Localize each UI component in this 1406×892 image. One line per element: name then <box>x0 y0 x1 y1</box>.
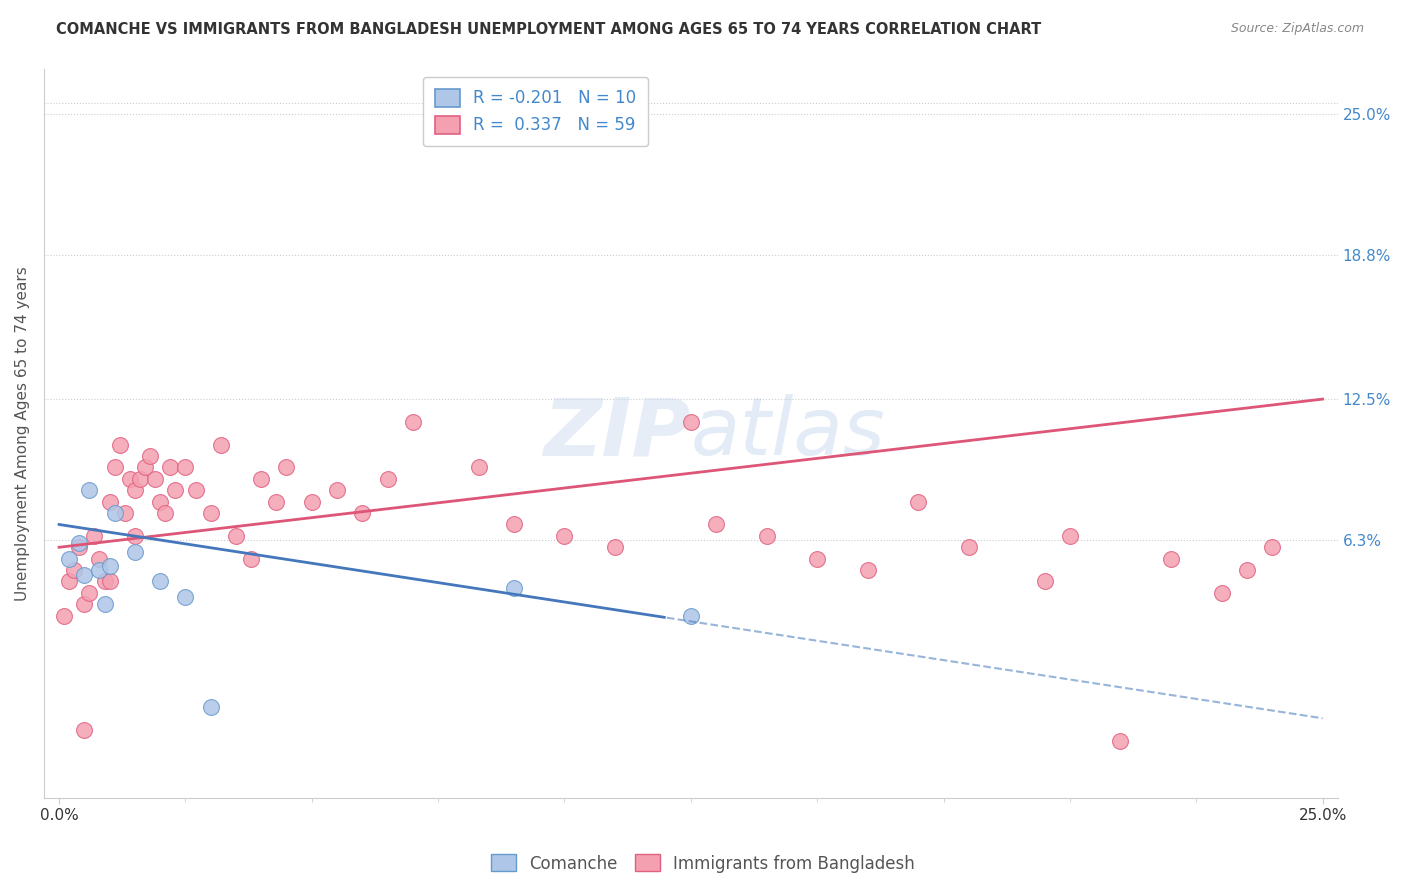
Point <box>83 529 105 543</box>
Point <box>73 597 96 611</box>
Y-axis label: Unemployment Among Ages 65 to 74 years: Unemployment Among Ages 65 to 74 years <box>15 266 30 600</box>
Point <box>1160 551 1182 566</box>
Point <box>89 563 111 577</box>
Point <box>104 506 127 520</box>
Point <box>453 107 475 121</box>
Point <box>276 460 298 475</box>
Point <box>301 494 323 508</box>
Text: Source: ZipAtlas.com: Source: ZipAtlas.com <box>1230 22 1364 36</box>
Point <box>200 506 222 520</box>
Point <box>165 483 187 498</box>
Point <box>143 472 166 486</box>
Point <box>134 460 156 475</box>
Point <box>79 586 101 600</box>
Point <box>73 723 96 737</box>
Point <box>149 494 172 508</box>
Point <box>73 567 96 582</box>
Point <box>377 472 399 486</box>
Point <box>326 483 349 498</box>
Point <box>402 415 425 429</box>
Point <box>603 541 626 555</box>
Point <box>124 529 146 543</box>
Point <box>149 574 172 589</box>
Point <box>957 541 980 555</box>
Point <box>1261 541 1284 555</box>
Point <box>704 517 727 532</box>
Point <box>553 529 575 543</box>
Point <box>58 551 80 566</box>
Legend: R = -0.201   N = 10, R =  0.337   N = 59: R = -0.201 N = 10, R = 0.337 N = 59 <box>423 77 648 146</box>
Point <box>503 582 526 596</box>
Text: atlas: atlas <box>690 394 886 472</box>
Point <box>108 438 131 452</box>
Point <box>139 449 162 463</box>
Point <box>200 699 222 714</box>
Point <box>98 574 121 589</box>
Point <box>1211 586 1233 600</box>
Point <box>679 608 702 623</box>
Point <box>98 494 121 508</box>
Point <box>1236 563 1258 577</box>
Point <box>352 506 374 520</box>
Point <box>907 494 929 508</box>
Point <box>67 535 90 549</box>
Point <box>1109 734 1132 748</box>
Point <box>174 591 197 605</box>
Point <box>118 472 141 486</box>
Point <box>240 551 263 566</box>
Point <box>93 574 115 589</box>
Point <box>93 597 115 611</box>
Point <box>104 460 127 475</box>
Point <box>114 506 136 520</box>
Point <box>806 551 828 566</box>
Point <box>159 460 181 475</box>
Text: ZIP: ZIP <box>544 394 690 472</box>
Point <box>250 472 273 486</box>
Point <box>679 415 702 429</box>
Point <box>79 483 101 498</box>
Point <box>129 472 152 486</box>
Point <box>467 460 489 475</box>
Point <box>209 438 232 452</box>
Point <box>755 529 778 543</box>
Point <box>174 460 197 475</box>
Point <box>1059 529 1081 543</box>
Point <box>89 551 111 566</box>
Text: COMANCHE VS IMMIGRANTS FROM BANGLADESH UNEMPLOYMENT AMONG AGES 65 TO 74 YEARS CO: COMANCHE VS IMMIGRANTS FROM BANGLADESH U… <box>56 22 1042 37</box>
Point <box>67 541 90 555</box>
Point <box>225 529 247 543</box>
Legend: Comanche, Immigrants from Bangladesh: Comanche, Immigrants from Bangladesh <box>485 847 921 880</box>
Point <box>63 563 86 577</box>
Point <box>266 494 288 508</box>
Point <box>856 563 879 577</box>
Point <box>153 506 176 520</box>
Point <box>124 483 146 498</box>
Point <box>124 545 146 559</box>
Point <box>1033 574 1056 589</box>
Point <box>58 574 80 589</box>
Point <box>53 608 76 623</box>
Point <box>503 517 526 532</box>
Point <box>98 558 121 573</box>
Point <box>184 483 207 498</box>
